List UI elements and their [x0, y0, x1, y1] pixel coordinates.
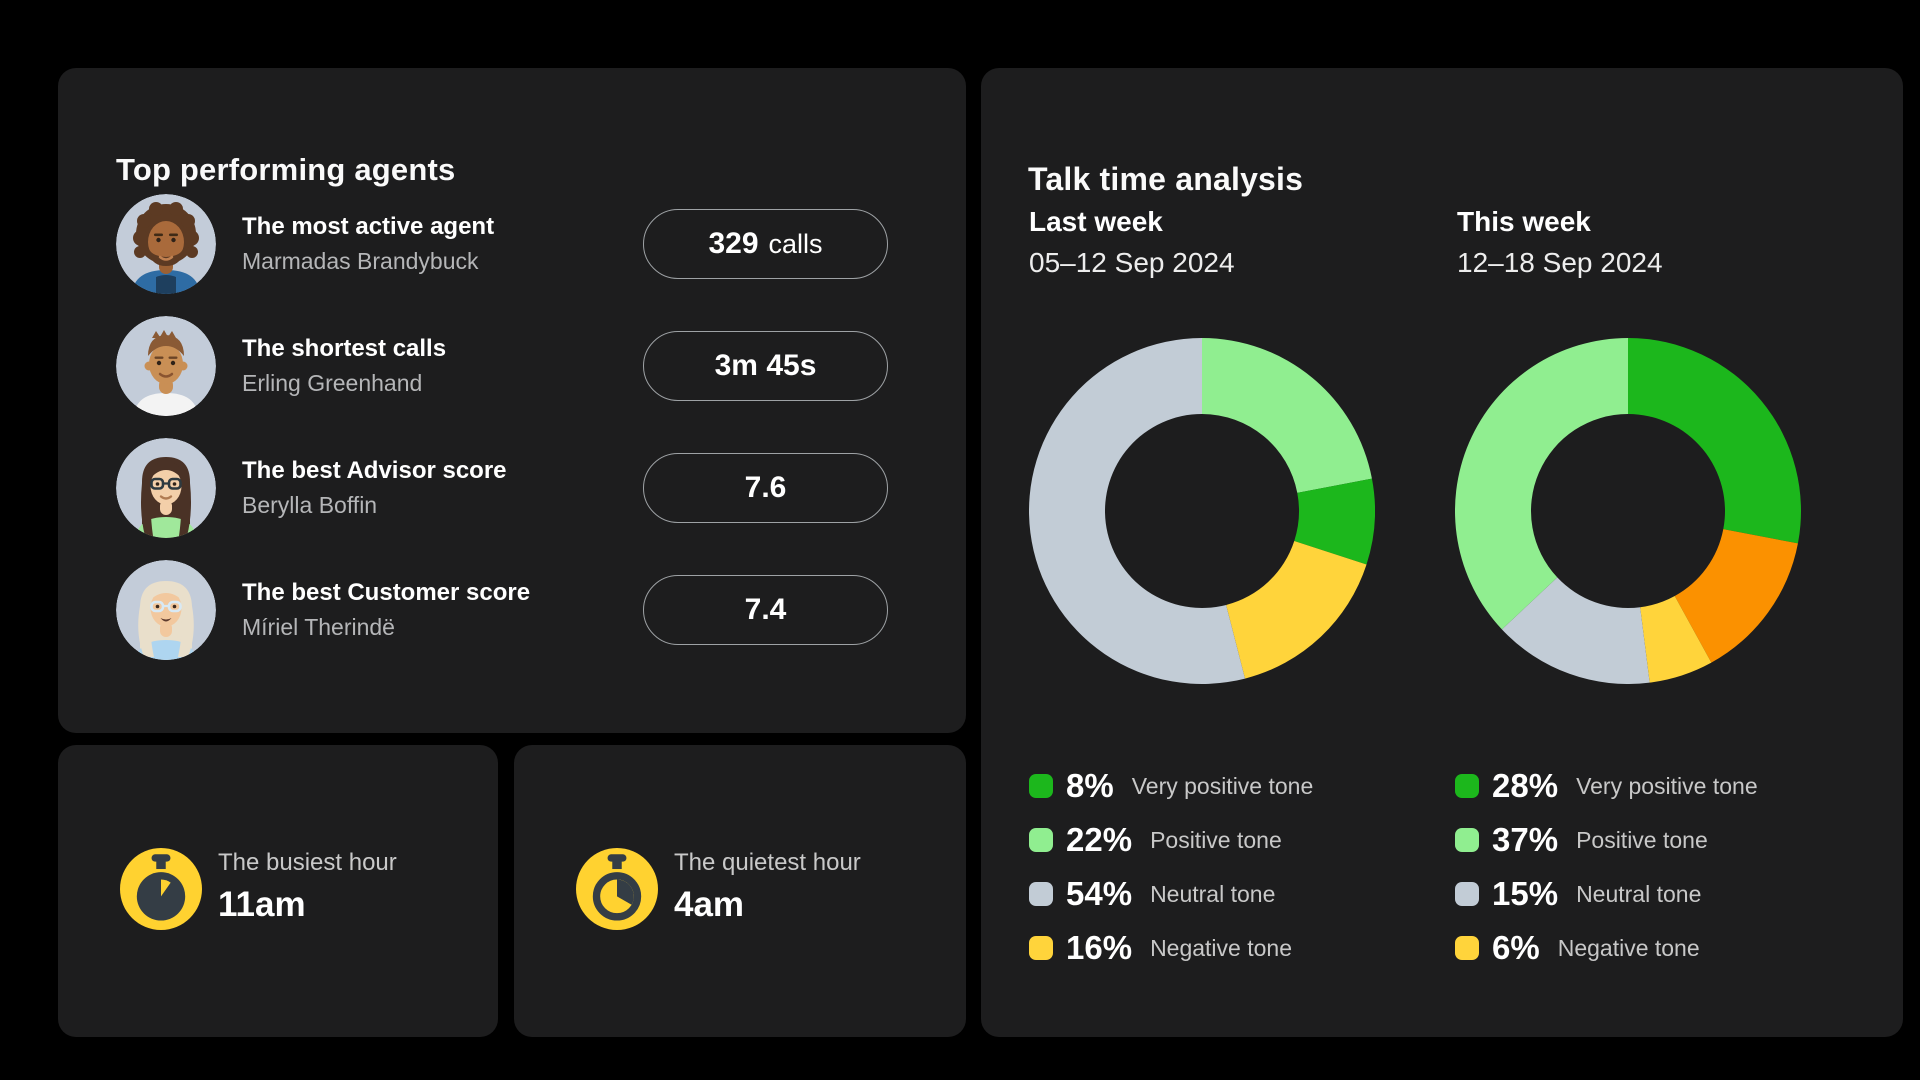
donut-segment-unlabeled: [1674, 529, 1798, 663]
legend-swatch: [1029, 882, 1053, 906]
week-dates: 12–18 Sep 2024: [1457, 247, 1663, 278]
agent-name: Erling Greenhand: [242, 370, 423, 396]
young-man-short-hair-avatar-icon: [116, 316, 216, 416]
last-week-header: Last week 05–12 Sep 2024: [1029, 206, 1235, 279]
agent-row-most-active: The most active agent Marmadas Brandybuc…: [116, 194, 888, 294]
legend-item: 16% Negative tone: [1029, 926, 1313, 970]
quietest-hour-label: The quietest hour: [674, 849, 861, 876]
agent-name: Marmadas Brandybuck: [242, 248, 479, 274]
quietest-hour-card: The quietest hour 4am: [514, 745, 966, 1037]
quietest-hour-value: 4am: [674, 885, 745, 924]
agent-category: The best Customer score: [242, 579, 531, 606]
stat-value: 329: [708, 227, 759, 260]
agent-name: Míriel Therindë: [242, 614, 395, 640]
legend-swatch: [1029, 936, 1053, 960]
legend-label: Neutral tone: [1576, 880, 1702, 907]
legend-percent: 15%: [1492, 875, 1559, 912]
legend-swatch: [1455, 882, 1479, 906]
legend-label: Negative tone: [1557, 934, 1700, 961]
legend-item: 15% Neutral tone: [1455, 872, 1758, 916]
week-label: This week: [1457, 206, 1591, 237]
hour-text: The busiest hour 11am: [218, 849, 397, 925]
legend-label: Very positive tone: [1131, 772, 1314, 799]
legend-label: Neutral tone: [1150, 880, 1276, 907]
this-week-legend: 28% Very positive tone 37% Positive tone…: [1455, 764, 1758, 970]
legend-label: Very positive tone: [1576, 772, 1758, 799]
donut-segment-positive-tone: [1202, 338, 1372, 493]
legend-percent: 37%: [1492, 821, 1559, 858]
legend-item: 22% Positive tone: [1029, 818, 1313, 862]
week-dates: 05–12 Sep 2024: [1029, 247, 1235, 278]
donut-segment-neutral-tone: [1501, 577, 1650, 684]
legend-label: Positive tone: [1150, 826, 1282, 853]
donut-segment-very-positive-tone: [1294, 478, 1375, 565]
agent-text: The best Advisor score Berylla Boffin: [242, 457, 507, 519]
legend-item: 8% Very positive tone: [1029, 764, 1313, 808]
agent-text: The shortest calls Erling Greenhand: [242, 335, 446, 397]
agent-category: The best Advisor score: [242, 457, 507, 484]
agent-stat-pill[interactable]: 3m 45s: [643, 331, 888, 401]
legend-swatch: [1455, 774, 1479, 798]
legend-percent: 16%: [1066, 929, 1133, 966]
agent-category: The most active agent: [242, 213, 495, 240]
woman-glasses-long-hair-avatar-icon: [116, 438, 216, 538]
stat-value: 7.6: [744, 471, 787, 504]
stopwatch-icon: [120, 848, 202, 930]
legend-swatch: [1455, 828, 1479, 852]
older-woman-glasses-avatar-icon: [116, 560, 216, 660]
donut-segment-neutral-tone: [1029, 338, 1246, 684]
legend-item: 37% Positive tone: [1455, 818, 1758, 862]
legend-percent: 22%: [1066, 821, 1133, 858]
legend-item: 54% Neutral tone: [1029, 872, 1313, 916]
legend-percent: 28%: [1492, 767, 1559, 804]
donut-segment-very-positive-tone: [1628, 338, 1801, 544]
last-week-legend: 8% Very positive tone 22% Positive tone …: [1029, 764, 1313, 970]
legend-swatch: [1455, 936, 1479, 960]
stat-value: 7.4: [744, 593, 787, 626]
talk-time-card: Talk time analysis Last week 05–12 Sep 2…: [981, 68, 1903, 1037]
agent-name: Berylla Boffin: [242, 492, 378, 518]
stat-unit: calls: [768, 228, 823, 259]
agent-row-best-advisor-score: The best Advisor score Berylla Boffin 7.…: [116, 438, 888, 538]
donut-chart-this-week: [1455, 338, 1801, 684]
legend-percent: 8%: [1066, 767, 1114, 804]
legend-percent: 54%: [1066, 875, 1133, 912]
legend-item: 6% Negative tone: [1455, 926, 1758, 970]
busiest-hour-label: The busiest hour: [218, 849, 397, 876]
legend-label: Negative tone: [1150, 934, 1292, 961]
week-label: Last week: [1029, 206, 1163, 237]
agent-text: The best Customer score Míriel Therindë: [242, 579, 530, 641]
donut-segment-positive-tone: [1455, 338, 1628, 630]
legend-label: Positive tone: [1576, 826, 1708, 853]
donut-segment-negative-tone: [1640, 596, 1712, 683]
hour-text: The quietest hour 4am: [674, 849, 861, 925]
legend-swatch: [1029, 828, 1053, 852]
top-agents-title: Top performing agents: [116, 151, 456, 187]
agent-stat-pill[interactable]: 7.4: [643, 575, 888, 645]
talk-time-title: Talk time analysis: [1028, 160, 1304, 197]
donut-chart-last-week: [1029, 338, 1375, 684]
legend-item: 28% Very positive tone: [1455, 764, 1758, 808]
man-curly-hair-beard-avatar-icon: [116, 194, 216, 294]
busiest-hour-value: 11am: [218, 885, 306, 924]
agent-category: The shortest calls: [242, 335, 447, 362]
agent-row-best-customer-score: The best Customer score Míriel Therindë …: [116, 560, 888, 660]
stat-value: 3m 45s: [714, 349, 817, 382]
top-agents-card: Top performing agents: [58, 68, 966, 733]
top-agents-list: The most active agent Marmadas Brandybuc…: [116, 194, 888, 660]
agent-row-shortest-calls: The shortest calls Erling Greenhand 3m 4…: [116, 316, 888, 416]
legend-swatch: [1029, 774, 1053, 798]
donut-segment-negative-tone: [1226, 540, 1367, 679]
legend-percent: 6%: [1492, 929, 1540, 966]
busiest-hour-card: The busiest hour 11am: [58, 745, 498, 1037]
agent-stat-pill[interactable]: 329 calls: [643, 209, 888, 279]
stopwatch-icon: [576, 848, 658, 930]
agent-stat-pill[interactable]: 7.6: [643, 453, 888, 523]
agent-text: The most active agent Marmadas Brandybuc…: [242, 213, 494, 275]
this-week-header: This week 12–18 Sep 2024: [1457, 206, 1663, 279]
